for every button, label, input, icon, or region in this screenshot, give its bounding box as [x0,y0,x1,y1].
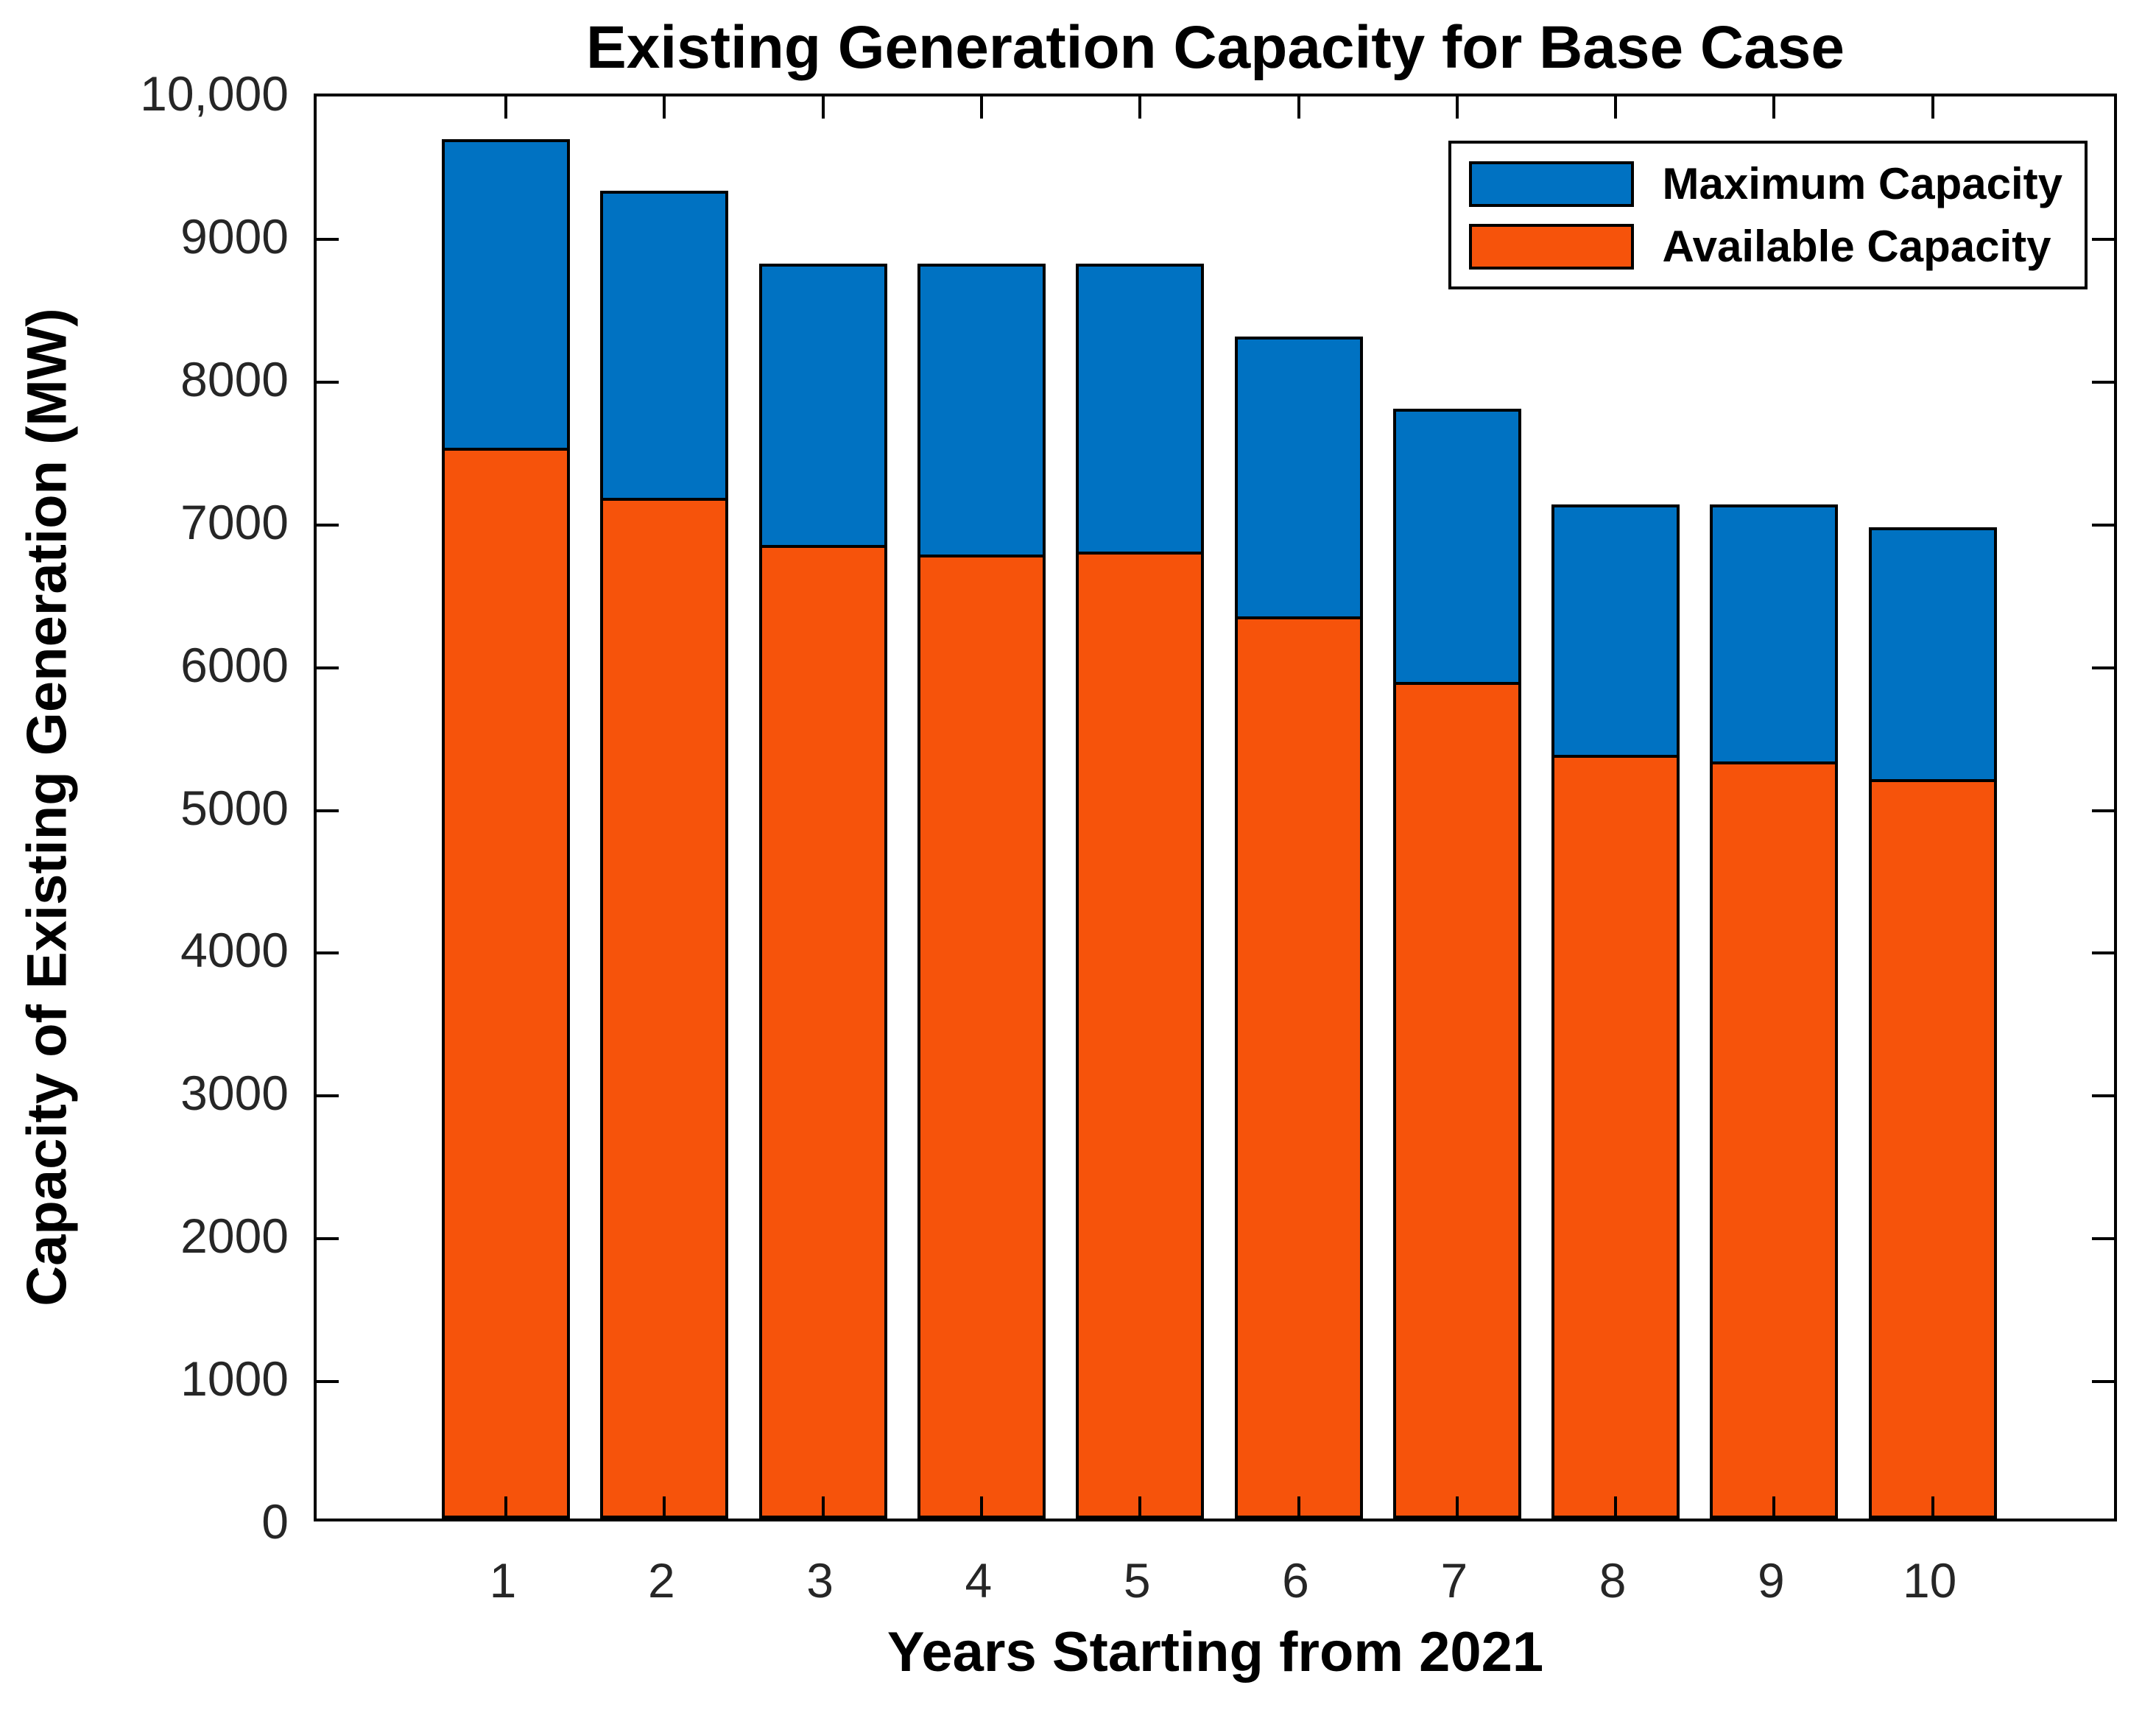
x-tick-label-8: 8 [1599,1553,1627,1608]
chart-title: Existing Generation Capacity for Base Ca… [586,14,1845,81]
y-axis-tick-right-2000 [2092,1237,2114,1241]
x-tick-label-3: 3 [806,1553,834,1608]
x-axis-label: Years Starting from 2021 [887,1621,1544,1683]
y-tick-label-8000: 8000 [180,351,289,407]
legend-row-maximum-capacity: Maximum Capacity [1469,158,2062,209]
y-axis-tick-right-4000 [2092,951,2114,955]
x-tick-label-2: 2 [647,1553,675,1608]
y-axis-tick-left-6000 [317,666,339,669]
x-axis-tick-bottom-2 [663,1496,666,1519]
legend: Maximum Capacity Available Capacity [1448,141,2088,289]
legend-swatch-maximum-capacity [1469,161,1635,207]
y-axis-tick-left-7000 [317,523,339,527]
x-tick-label-5: 5 [1123,1553,1151,1608]
x-axis-tick-top-8 [1614,96,1618,119]
x-axis-tick-bottom-1 [504,1496,507,1519]
y-axis-tick-right-6000 [2092,666,2114,669]
x-axis-tick-bottom-9 [1772,1496,1776,1519]
x-axis-tick-top-3 [821,96,825,119]
x-axis-tick-top-6 [1297,96,1300,119]
y-tick-label-10000: 10,000 [140,66,289,121]
y-axis-tick-right-3000 [2092,1094,2114,1098]
bar-available-capacity-7 [1392,681,1521,1519]
bar-available-capacity-3 [758,544,887,1519]
legend-swatch-available-capacity [1469,223,1635,270]
x-axis-tick-bottom-4 [979,1496,983,1519]
y-axis-tick-left-4000 [317,951,339,955]
y-tick-label-4000: 4000 [180,923,289,978]
x-axis-tick-bottom-3 [821,1496,825,1519]
x-axis-tick-bottom-5 [1138,1496,1142,1519]
x-axis-tick-top-4 [979,96,983,119]
y-axis-tick-left-3000 [317,1094,339,1098]
y-axis-tick-right-7000 [2092,523,2114,527]
y-axis-tick-left-5000 [317,809,339,812]
bar-available-capacity-5 [1076,552,1205,1519]
y-axis-tick-right-8000 [2092,380,2114,384]
x-axis-tick-bottom-10 [1931,1496,1934,1519]
y-axis-tick-left-2000 [317,1237,339,1241]
x-tick-label-4: 4 [965,1553,993,1608]
bar-available-capacity-6 [1234,616,1363,1519]
bar-available-capacity-1 [442,447,570,1519]
bar-available-capacity-4 [917,555,1046,1519]
y-axis-tick-left-8000 [317,380,339,384]
x-tick-label-1: 1 [489,1553,517,1608]
legend-label-maximum-capacity: Maximum Capacity [1662,159,2062,208]
plot-area: Maximum Capacity Available Capacity [314,94,2117,1521]
x-axis-tick-bottom-8 [1614,1496,1618,1519]
y-axis-tick-left-1000 [317,1380,339,1384]
legend-row-available-capacity: Available Capacity [1469,221,2062,272]
x-tick-label-6: 6 [1282,1553,1309,1608]
x-axis-tick-top-2 [663,96,666,119]
bar-available-capacity-10 [1868,778,1997,1519]
x-tick-label-7: 7 [1440,1553,1468,1608]
y-tick-label-0: 0 [261,1494,289,1549]
bar-available-capacity-9 [1710,761,1839,1519]
y-tick-label-7000: 7000 [180,494,289,549]
bar-available-capacity-2 [600,497,729,1519]
y-axis-tick-right-9000 [2092,237,2114,241]
y-tick-label-9000: 9000 [180,208,289,264]
x-axis-tick-top-7 [1455,96,1459,119]
bar-available-capacity-8 [1551,754,1680,1519]
y-tick-label-1000: 1000 [180,1351,289,1407]
x-axis-tick-bottom-7 [1455,1496,1459,1519]
y-tick-label-6000: 6000 [180,637,289,692]
x-axis-tick-bottom-6 [1297,1496,1300,1519]
x-tick-label-9: 9 [1758,1553,1785,1608]
y-tick-label-5000: 5000 [180,780,289,835]
y-tick-label-3000: 3000 [180,1066,289,1121]
x-axis-tick-top-10 [1931,96,1934,119]
y-tick-label-2000: 2000 [180,1208,289,1264]
x-axis-tick-top-9 [1772,96,1776,119]
x-axis-tick-top-1 [504,96,507,119]
y-axis-tick-right-5000 [2092,809,2114,812]
legend-label-available-capacity: Available Capacity [1662,222,2051,271]
x-tick-label-10: 10 [1902,1553,1957,1608]
y-axis-tick-right-1000 [2092,1380,2114,1384]
x-axis-tick-top-5 [1138,96,1142,119]
y-axis-tick-left-9000 [317,237,339,241]
